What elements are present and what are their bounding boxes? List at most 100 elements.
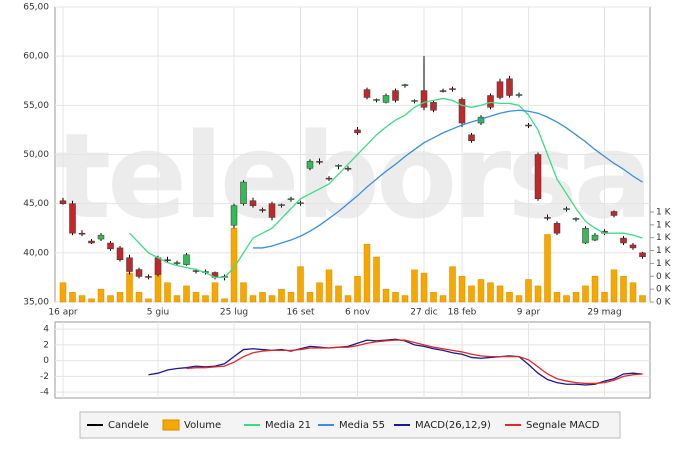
candle-body bbox=[287, 198, 295, 200]
volume-bar bbox=[354, 276, 361, 303]
candle-body bbox=[591, 234, 599, 241]
candle-body bbox=[97, 234, 105, 240]
candle-body bbox=[344, 168, 352, 170]
candle-body bbox=[610, 211, 618, 216]
candle-body bbox=[88, 240, 95, 244]
legend-label: Candele bbox=[108, 420, 149, 431]
volume-bar bbox=[544, 234, 551, 303]
volume-bar bbox=[211, 282, 219, 303]
candle-body bbox=[544, 217, 551, 219]
volume-bar bbox=[563, 295, 570, 303]
candle-body bbox=[116, 247, 124, 260]
candle-body bbox=[515, 94, 523, 96]
y-tick-label: 4 bbox=[43, 325, 49, 335]
volume-bar bbox=[249, 295, 257, 303]
volume-bar bbox=[553, 292, 561, 303]
y-tick-label: 50,00 bbox=[23, 150, 49, 160]
volume-bar bbox=[449, 266, 456, 303]
x-tick-label: 18 feb bbox=[448, 308, 477, 318]
legend-label: Volume bbox=[184, 420, 221, 431]
volume-bar bbox=[344, 295, 352, 303]
candle-body bbox=[259, 209, 266, 211]
volume-bar bbox=[363, 243, 371, 303]
volume-bar bbox=[515, 295, 523, 303]
volume-bar bbox=[306, 292, 314, 303]
volume-bar bbox=[601, 292, 608, 303]
candle-body bbox=[126, 257, 133, 272]
candle-body bbox=[411, 100, 418, 102]
volume-bar bbox=[135, 292, 143, 303]
volume-bar bbox=[629, 282, 637, 303]
candle-body bbox=[382, 95, 390, 103]
volume-bar bbox=[591, 276, 599, 303]
volume-bar bbox=[69, 292, 76, 303]
volume-bar bbox=[534, 285, 542, 303]
volume-bar bbox=[183, 285, 190, 303]
y-tick-label: -2 bbox=[40, 372, 49, 382]
candle-body bbox=[249, 200, 257, 206]
candle-body bbox=[363, 89, 371, 98]
x-tick-label: 16 set bbox=[286, 308, 315, 318]
volume-bar bbox=[582, 285, 589, 303]
line-series bbox=[253, 109, 643, 249]
candle-body bbox=[582, 228, 589, 244]
candle-body bbox=[525, 124, 532, 127]
candle-body bbox=[78, 232, 86, 235]
line-series bbox=[129, 97, 643, 279]
volume-bar bbox=[392, 292, 399, 303]
x-tick-label: 5 giu bbox=[147, 308, 170, 318]
watermark: teleborsa bbox=[55, 107, 650, 245]
x-tick-label: 6 nov bbox=[345, 308, 371, 318]
x-tick-label: 25 lug bbox=[220, 308, 248, 318]
volume-bar bbox=[525, 279, 532, 303]
candle-body bbox=[268, 203, 276, 218]
watermark-layer: teleborsa bbox=[55, 107, 654, 245]
candle-body bbox=[154, 257, 162, 275]
volume-bar bbox=[268, 295, 276, 303]
volume-bar bbox=[468, 285, 475, 303]
candle-body bbox=[373, 99, 380, 101]
volume-bar bbox=[173, 295, 181, 303]
x-tick-label: 9 apr bbox=[517, 308, 541, 318]
volume-bar bbox=[620, 276, 627, 303]
candle-body bbox=[430, 102, 437, 111]
y2-tick-label: 0 K bbox=[656, 272, 672, 282]
candle-body bbox=[297, 202, 304, 204]
volume-bar bbox=[325, 269, 333, 303]
volume-bar bbox=[287, 292, 295, 303]
volume-bar bbox=[97, 288, 105, 303]
candle-body bbox=[107, 242, 114, 250]
candle-body bbox=[278, 204, 285, 206]
y2-tick-label: 1 K bbox=[656, 220, 672, 230]
y2-tick-label: 1 K bbox=[656, 246, 672, 256]
y2-tick-label: 1 K bbox=[656, 208, 672, 218]
candle-body bbox=[458, 99, 466, 124]
volume-bar bbox=[116, 292, 124, 303]
volume-bar bbox=[145, 298, 152, 303]
x-tick-label: 29 mag bbox=[587, 308, 621, 318]
volume-bar bbox=[430, 292, 437, 303]
candle-body bbox=[325, 177, 333, 180]
volume-bar bbox=[401, 295, 409, 303]
candle-body bbox=[173, 262, 181, 264]
candle-body bbox=[563, 208, 570, 210]
line-series bbox=[186, 339, 643, 385]
volume-bar bbox=[202, 295, 209, 303]
candle-body bbox=[439, 90, 447, 92]
legend-label: Segnale MACD bbox=[526, 420, 600, 431]
candle-body bbox=[639, 252, 646, 258]
candle-body bbox=[620, 237, 627, 244]
y2-tick-label: 0 K bbox=[656, 298, 672, 308]
volume-bar bbox=[373, 256, 380, 303]
candle-body bbox=[135, 269, 143, 277]
volume-bar bbox=[107, 295, 114, 303]
line-series bbox=[148, 338, 643, 386]
candle-body bbox=[240, 181, 247, 204]
y-tick-label: 45,00 bbox=[23, 199, 49, 209]
legend-label: MACD(26,12,9) bbox=[415, 420, 491, 431]
candle-body bbox=[335, 165, 342, 167]
y-tick-label: 55,00 bbox=[23, 101, 49, 111]
y-tick-label: -4 bbox=[40, 388, 49, 398]
